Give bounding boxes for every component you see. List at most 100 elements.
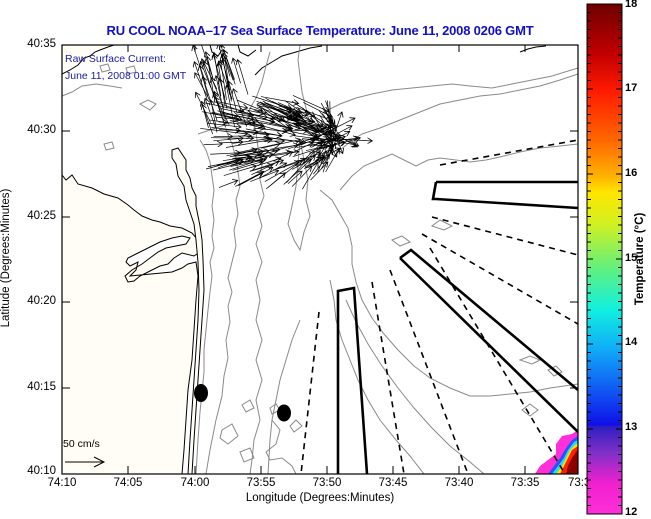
current-vector <box>216 101 247 108</box>
current-vector <box>238 60 249 95</box>
current-vector <box>244 159 263 164</box>
x-tick-label: 73:3 <box>568 477 588 489</box>
y-tick-label: 40:20 <box>27 295 56 307</box>
current-vector <box>251 161 278 176</box>
current-vector <box>254 151 278 157</box>
map-title: RU COOL NOAA–17 Sea Surface Temperature:… <box>106 23 534 38</box>
current-vector <box>229 154 259 156</box>
colorbar-tick-label: 13 <box>625 421 638 433</box>
current-vector <box>229 81 238 114</box>
dashed-transects <box>300 139 578 474</box>
land-area-nj <box>62 174 201 474</box>
current-vector <box>310 162 328 181</box>
current-vector <box>302 107 322 125</box>
current-vector <box>215 117 238 119</box>
current-vector <box>223 166 257 176</box>
current-vector <box>210 138 253 139</box>
current-vector <box>328 138 372 141</box>
y-tick-label: 40:30 <box>27 124 56 136</box>
colorbar-tick-label: 17 <box>625 82 638 94</box>
current-vector <box>232 162 263 171</box>
current-vector <box>220 111 239 116</box>
current-vector <box>235 171 264 187</box>
current-annotation-time: June 11, 2008 01:00 GMT <box>65 70 187 82</box>
y-tick-label: 40:25 <box>27 210 56 222</box>
current-vector <box>219 130 240 131</box>
current-vector <box>200 128 247 134</box>
current-vector <box>202 101 209 128</box>
current-vector <box>283 156 316 185</box>
current-vector <box>292 95 329 111</box>
current-vector <box>296 142 323 168</box>
current-vector <box>267 173 285 188</box>
current-vector <box>256 105 291 111</box>
current-vector <box>223 53 234 81</box>
colorbar-title: Temperature (°C) <box>634 212 646 306</box>
current-vector <box>203 144 222 145</box>
current-vector <box>233 149 257 157</box>
current-vector <box>302 162 318 190</box>
current-vector <box>261 103 285 121</box>
colorbar-tick-label: 15 <box>625 252 638 264</box>
current-vector <box>213 55 226 98</box>
current-vector <box>224 57 232 102</box>
current-vector <box>290 131 315 137</box>
colorbar-ticks <box>587 12 622 506</box>
current-vector <box>253 121 293 128</box>
current-vector <box>205 160 239 170</box>
current-vector <box>296 107 332 120</box>
current-vector <box>260 96 299 104</box>
colorbar-tick-label: 14 <box>625 336 638 348</box>
radar-boxes <box>336 180 578 474</box>
current-vector <box>232 155 264 159</box>
current-vector <box>194 62 208 100</box>
surface-current-vectors <box>193 45 372 190</box>
current-vector <box>252 95 292 109</box>
current-vector <box>236 130 269 135</box>
current-vector <box>220 60 227 100</box>
current-vector <box>249 165 273 172</box>
current-vector <box>271 100 297 112</box>
current-vector <box>317 151 326 173</box>
current-vector <box>263 136 304 142</box>
current-vector <box>287 171 302 184</box>
station-dot <box>277 404 291 422</box>
current-vector <box>213 101 252 114</box>
current-vector <box>305 158 324 167</box>
y-tick-label: 40:15 <box>27 381 56 393</box>
current-vector <box>200 65 209 97</box>
coastline-long-island <box>254 45 323 76</box>
current-vector <box>311 126 352 148</box>
current-annotation-label: Raw Surface Current: <box>65 53 166 65</box>
current-vector <box>233 58 241 84</box>
x-tick-label: 73:50 <box>312 477 342 489</box>
current-vector <box>291 143 313 154</box>
current-vector <box>213 138 243 141</box>
colorbar-tick-label: 12 <box>625 506 638 518</box>
axis-ticks <box>62 45 578 474</box>
current-vector <box>245 117 290 128</box>
x-tick-label: 73:40 <box>444 477 474 489</box>
current-vector <box>286 117 320 131</box>
current-vector <box>237 151 264 157</box>
current-vector <box>202 59 216 99</box>
current-vector <box>269 145 299 150</box>
current-vector <box>226 86 236 128</box>
scale-arrow-label: 50 cm/s <box>63 438 100 450</box>
x-tick-label: 74:05 <box>113 477 143 489</box>
y-tick-label: 40:35 <box>27 38 56 50</box>
current-vector <box>292 145 329 157</box>
plot-frame <box>61 44 579 475</box>
current-vector <box>218 121 263 126</box>
scale-arrow-head <box>93 456 106 468</box>
current-vector <box>252 113 274 122</box>
colorbar-tick-label: 16 <box>625 167 638 179</box>
current-vector <box>287 139 316 150</box>
current-vector <box>267 113 300 129</box>
current-vector <box>236 99 262 111</box>
current-vector <box>323 129 358 146</box>
current-vector <box>235 143 280 154</box>
station-dot <box>194 384 208 402</box>
current-vector <box>211 100 218 133</box>
land-area <box>62 45 115 75</box>
